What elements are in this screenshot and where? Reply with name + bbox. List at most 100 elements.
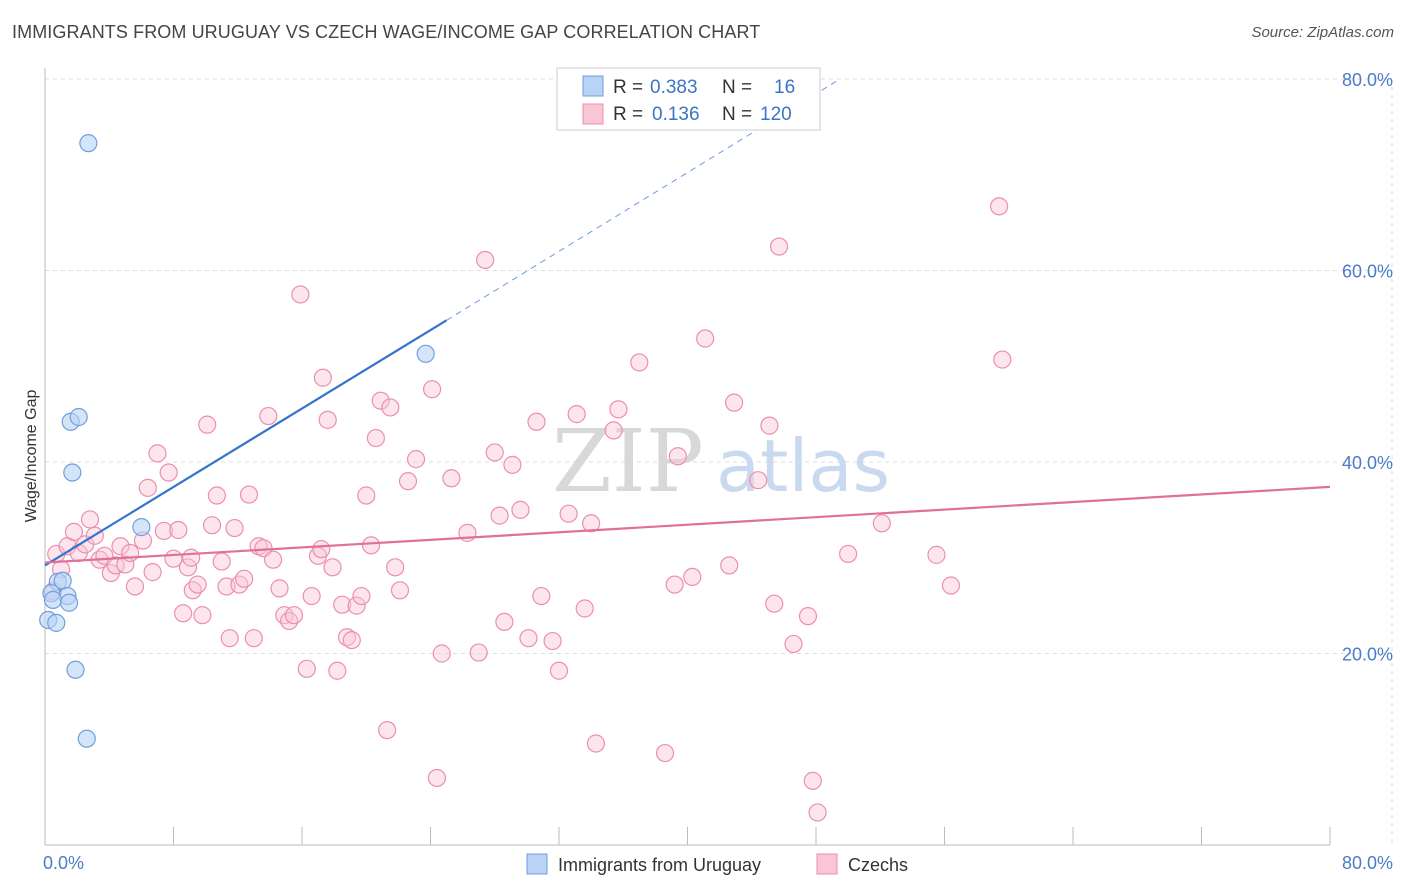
czech-point-77 xyxy=(469,643,488,662)
legend-r-label-uruguay: R = xyxy=(613,77,643,98)
chart-source: Source: ZipAtlas.com xyxy=(1251,24,1394,41)
czech-point-71 xyxy=(406,450,426,469)
czech-point-32 xyxy=(207,486,226,505)
czech-point-104 xyxy=(760,416,779,435)
czech-point-75 xyxy=(442,469,461,488)
czech-point-48 xyxy=(284,606,304,625)
czech-point-82 xyxy=(503,455,522,474)
czech-point-35 xyxy=(220,629,239,648)
czech-point-37 xyxy=(230,575,249,594)
czech-point-64 xyxy=(366,428,385,448)
y-tick-label-80: 80.0% xyxy=(1342,70,1393,90)
czech-point-80 xyxy=(490,506,509,525)
czech-point-100 xyxy=(696,329,715,348)
czech-point-57 xyxy=(333,595,352,614)
legend-r-value-czechs: 0.136 xyxy=(652,104,700,125)
series-uruguay-points xyxy=(39,134,435,748)
czech-point-116 xyxy=(993,350,1012,369)
czech-point-49 xyxy=(291,285,310,304)
czech-point-74 xyxy=(432,644,451,663)
x-tick-label-min: 0.0% xyxy=(43,853,84,873)
czech-point-30 xyxy=(198,415,217,434)
uruguay-point-2 xyxy=(69,407,88,427)
uruguay-point-15 xyxy=(77,729,96,748)
bottom-legend-label-czechs: Czechs xyxy=(848,855,908,875)
czech-point-70 xyxy=(398,472,418,491)
czech-point-117 xyxy=(312,540,331,559)
uruguay-point-14 xyxy=(66,660,85,679)
uruguay-point-11 xyxy=(59,593,79,612)
czech-point-83 xyxy=(511,500,530,519)
czech-trend-line xyxy=(44,485,1331,564)
czech-point-59 xyxy=(342,630,361,650)
czech-point-45 xyxy=(270,579,289,598)
czech-point-46 xyxy=(275,606,294,625)
czech-point-103 xyxy=(749,471,768,490)
czech-point-67 xyxy=(381,398,400,417)
czech-point-55 xyxy=(323,558,342,577)
bottom-legend-swatch-czechs xyxy=(816,853,838,875)
y-tick-label-20: 20.0% xyxy=(1342,645,1393,665)
czech-point-118 xyxy=(182,548,201,567)
czech-point-36 xyxy=(225,518,244,538)
czech-point-97 xyxy=(655,743,675,763)
czech-point-68 xyxy=(386,558,405,577)
czech-point-40 xyxy=(244,629,263,648)
czech-point-86 xyxy=(532,586,551,606)
y-tick-label-40: 40.0% xyxy=(1342,453,1393,473)
czech-point-13 xyxy=(111,537,130,556)
czech-point-87 xyxy=(543,631,562,651)
czech-point-14 xyxy=(116,555,135,574)
czech-point-106 xyxy=(769,237,789,256)
czech-point-29 xyxy=(193,606,212,625)
czech-point-89 xyxy=(559,504,578,523)
czech-point-33 xyxy=(212,552,231,571)
legend-n-label-czechs: N = xyxy=(722,104,752,125)
czech-point-66 xyxy=(378,720,397,740)
legend-n-value-uruguay: 16 xyxy=(774,77,795,98)
watermark-zip: ZIP xyxy=(552,412,704,512)
czech-point-79 xyxy=(485,443,504,462)
czech-point-26 xyxy=(178,558,198,577)
trend-lines xyxy=(44,78,1331,567)
uruguay-point-13 xyxy=(47,613,66,632)
y-axis-label: Wage/Income Gap xyxy=(23,390,40,523)
czech-point-31 xyxy=(202,516,222,535)
czech-point-19 xyxy=(143,563,162,582)
uruguay-point-4 xyxy=(132,518,151,537)
y-tick-label-60: 60.0% xyxy=(1342,262,1393,282)
czech-point-53 xyxy=(313,368,332,387)
czech-point-63 xyxy=(361,536,381,555)
czech-point-99 xyxy=(683,567,702,587)
legend-n-label-uruguay: N = xyxy=(722,77,752,98)
chart-title: IMMIGRANTS FROM URUGUAY VS CZECH WAGE/IN… xyxy=(12,22,761,42)
legend-n-value-czechs: 120 xyxy=(760,104,792,125)
czech-point-50 xyxy=(297,659,316,678)
czech-point-110 xyxy=(808,803,827,822)
watermark-atlas: atlas xyxy=(716,424,890,508)
uruguay-point-5 xyxy=(416,344,435,363)
bottom-legend-label-uruguay: Immigrants from Uruguay xyxy=(558,855,761,875)
czech-point-112 xyxy=(872,514,891,533)
czech-point-39 xyxy=(239,485,259,504)
czech-point-43 xyxy=(259,406,278,426)
czech-point-84 xyxy=(519,629,538,648)
czech-point-88 xyxy=(549,661,569,680)
legend-swatch-czechs xyxy=(582,103,604,125)
watermark: ZIP atlas xyxy=(552,412,890,512)
czech-point-81 xyxy=(495,612,514,632)
uruguay-point-0 xyxy=(79,134,98,153)
czech-point-111 xyxy=(839,544,858,564)
czech-point-22 xyxy=(159,463,178,482)
czech-point-61 xyxy=(352,586,371,606)
uruguay-trend-line xyxy=(44,319,448,567)
czech-point-119 xyxy=(665,575,684,594)
czech-point-69 xyxy=(390,581,410,600)
axes xyxy=(44,68,1331,846)
czech-point-7 xyxy=(80,510,100,529)
czech-point-24 xyxy=(169,520,188,540)
bottom-legend-swatch-uruguay xyxy=(526,853,548,875)
czech-point-98 xyxy=(668,447,687,466)
czech-point-20 xyxy=(148,444,167,463)
